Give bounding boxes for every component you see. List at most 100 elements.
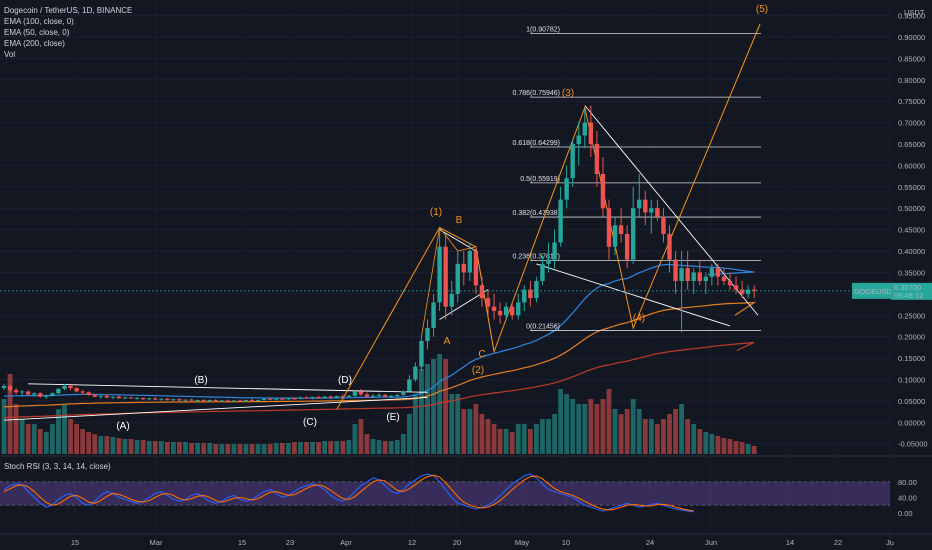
candle-body (171, 399, 176, 401)
x-tick-label: Ju (886, 538, 894, 547)
volume-bar (31, 424, 37, 454)
candle-body (612, 225, 618, 247)
wave-label-white: (D) (338, 375, 352, 386)
volume-bar (267, 444, 273, 454)
candle-body (98, 395, 103, 397)
volume-bar (642, 419, 648, 454)
candle-body (395, 394, 400, 396)
candle-body (249, 400, 255, 402)
candle-body (570, 144, 575, 179)
volume-bar (594, 404, 600, 454)
volume-bar (473, 404, 479, 454)
candle-body (38, 393, 43, 397)
fib-level-label: 0.236(0.37817) (513, 253, 560, 260)
candle-body (364, 394, 370, 397)
price-tag-value: 0.30700 (894, 283, 921, 292)
y-tick-label: 0.25000 (898, 311, 925, 320)
volume-bar (346, 440, 352, 454)
wedge-lower-line (536, 263, 731, 327)
volume-bar (661, 419, 666, 454)
wave-label-orange: (3) (562, 88, 574, 99)
candle-body (68, 385, 73, 389)
volume-bar (673, 409, 678, 454)
volume-bar (491, 424, 497, 454)
volume-bar (425, 364, 430, 454)
volume-bar (540, 419, 545, 454)
volume-bar (140, 440, 146, 454)
fib-level-label: 0.5(0.55919) (520, 176, 560, 183)
candle-body (558, 199, 563, 243)
y-tick-label: 0.05000 (898, 397, 925, 406)
candle-body (407, 379, 412, 392)
rsi-layer (0, 473, 890, 513)
candle-body (19, 391, 25, 393)
y-tick-label: 0.70000 (898, 119, 925, 128)
stoch-d-line (3, 474, 694, 512)
candle-body (389, 395, 394, 397)
volume-bar (56, 409, 61, 454)
volume-bar (352, 424, 358, 454)
volume-bar (527, 429, 533, 454)
volume-bar (207, 443, 213, 454)
candle-body (189, 399, 194, 401)
volume-bar (304, 442, 309, 454)
y-tick-label: 0.20000 (898, 333, 925, 342)
volume-bar (388, 441, 394, 454)
volume-bar (679, 404, 684, 454)
candle-body (691, 272, 696, 282)
volume-bar (328, 441, 334, 454)
candle-body (485, 298, 491, 307)
volume-bar (195, 443, 200, 454)
volume-bar (146, 441, 152, 454)
candle-body (352, 391, 358, 396)
volume-bar (62, 404, 67, 454)
candle-body (195, 400, 200, 402)
candle-body (340, 396, 345, 398)
volume-bar (685, 419, 691, 454)
volume-bar (110, 437, 116, 454)
volume-bar (134, 440, 140, 454)
candle-body (637, 199, 642, 209)
candle-body (546, 259, 551, 264)
volume-bar (582, 404, 588, 454)
rsi-tick-label: 80.00 (898, 478, 917, 487)
candle-body (582, 122, 587, 136)
volume-bar (183, 442, 188, 454)
candle-body (516, 302, 521, 316)
volume-bar (255, 444, 261, 454)
candle-body (552, 242, 557, 260)
y-tick-label: 0.65000 (898, 140, 925, 149)
volume-bar (479, 414, 485, 454)
wave-label-white: (E) (386, 412, 399, 423)
wedge-upper-line (584, 105, 759, 316)
ema50-line (3, 263, 755, 399)
wave-layer: (1) (2) (3) (4) (5) A B C (A) (B) (C) (D) (E) (116, 4, 768, 432)
candle-body (467, 251, 473, 273)
candle-body (153, 398, 158, 400)
volume-bar (588, 399, 594, 454)
volume-bar (43, 432, 49, 454)
candle-body (673, 259, 678, 282)
candle-body (304, 397, 309, 399)
volume-bar (237, 444, 243, 454)
x-tick-label: 20 (453, 538, 461, 547)
volume-bar (68, 419, 73, 454)
volume-bar (261, 444, 267, 454)
candle-body (74, 388, 79, 392)
candle-layer (0, 105, 890, 403)
x-tick-label: 14 (786, 538, 794, 547)
candle-body (201, 400, 206, 402)
volume-bar (552, 414, 557, 454)
candle-body (376, 394, 382, 396)
y-tick-label: 0.40000 (898, 247, 925, 256)
x-tick-label: Jun (705, 538, 717, 547)
candle-body (382, 394, 388, 397)
candle-body (92, 394, 97, 397)
price-tag-time: 09:48:12 (894, 291, 923, 300)
candle-body (183, 399, 188, 401)
rsi-tick-label: 40.00 (898, 493, 917, 502)
volume-bar (485, 419, 491, 454)
candle-body (334, 396, 339, 398)
